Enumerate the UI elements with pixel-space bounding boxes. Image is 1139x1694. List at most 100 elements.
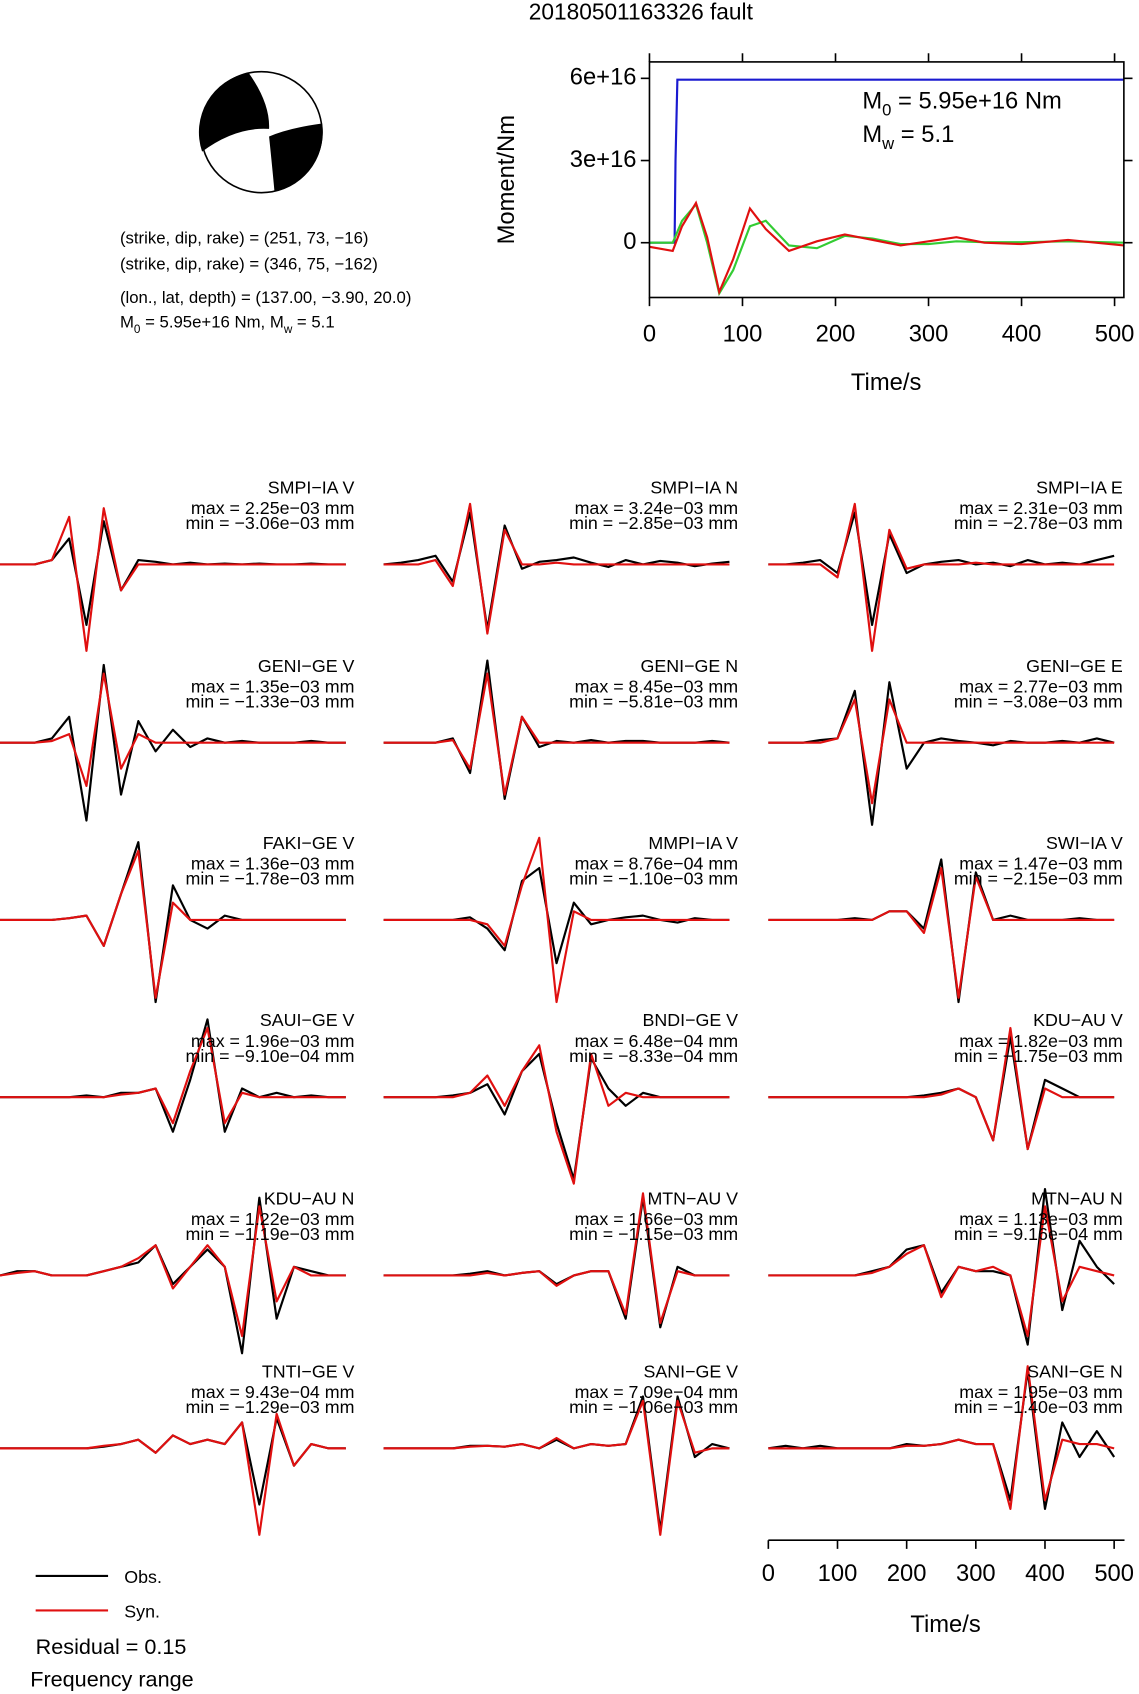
text-part: M xyxy=(862,121,882,148)
synthetic-trace xyxy=(768,502,1115,652)
station-label: MMPI−IA V xyxy=(648,833,738,853)
synthetic-trace xyxy=(383,1192,730,1325)
max-label: max = 1.95e−03 mm xyxy=(959,1382,1123,1402)
min-label: min = −2.15e−03 mm xyxy=(954,869,1123,889)
text-part: M xyxy=(862,87,882,114)
y-axis-label: Moment/Nm xyxy=(493,115,520,244)
max-label: max = 1.35e−03 mm xyxy=(191,676,355,696)
x-axis-label: Time/s xyxy=(910,1611,981,1638)
min-label: min = −9.16e−04 mm xyxy=(954,1224,1123,1244)
min-label: min = −1.29e−03 mm xyxy=(185,1397,354,1417)
residual-label: Residual = 0.15 xyxy=(36,1634,187,1659)
figure-title: 20180501163326 fault xyxy=(529,0,754,24)
rich-text: Mw = 5.1 xyxy=(862,121,954,153)
legend-label: Obs. xyxy=(124,1567,162,1587)
synthetic-trace xyxy=(0,849,346,999)
frequency-label: Frequency range xyxy=(30,1666,193,1691)
max-label: max = 1.47e−03 mm xyxy=(959,854,1123,874)
synthetic-trace xyxy=(383,672,730,796)
y-tick-label: 0 xyxy=(623,228,636,255)
text-part: = 5.95e+16 Nm, M xyxy=(140,313,283,332)
max-label: max = 2.77e−03 mm xyxy=(959,676,1123,696)
max-label: max = 1.13e−03 mm xyxy=(959,1209,1123,1229)
x-tick-label: 100 xyxy=(723,321,763,348)
min-label: min = −1.78e−03 mm xyxy=(185,869,354,889)
synthetic-trace xyxy=(0,507,346,652)
x-tick-label: 300 xyxy=(956,1560,996,1587)
text-part: = 5.95e+16 Nm xyxy=(891,87,1061,114)
station-label: SMPI−IA V xyxy=(268,477,355,497)
max-label: max = 9.43e−04 mm xyxy=(191,1382,355,1402)
min-label: min = −1.40e−03 mm xyxy=(954,1397,1123,1417)
synthetic-trace xyxy=(0,1412,346,1536)
observed-trace xyxy=(383,511,730,631)
station-label: KDU−AU N xyxy=(264,1189,355,1209)
min-label: min = −1.06e−03 mm xyxy=(569,1397,738,1417)
synthetic-trace xyxy=(0,672,346,788)
station-label: GENI−GE E xyxy=(1026,656,1123,676)
station-label: GENI−GE N xyxy=(640,656,738,676)
synthetic-trace xyxy=(383,836,730,1004)
max-label: max = 1.22e−03 mm xyxy=(191,1209,355,1229)
synthetic-trace xyxy=(0,1205,346,1338)
station-label: MTN−AU N xyxy=(1031,1189,1123,1209)
max-label: max = 2.25e−03 mm xyxy=(191,498,355,518)
min-label: min = −2.78e−03 mm xyxy=(954,513,1123,533)
station-label: MTN−AU V xyxy=(647,1189,738,1209)
min-label: min = −2.85e−03 mm xyxy=(569,513,738,533)
x-tick-label: 400 xyxy=(1002,321,1042,348)
station-label: BNDI−GE V xyxy=(642,1010,738,1030)
legend-label: Syn. xyxy=(124,1601,160,1621)
subscript: 0 xyxy=(134,323,141,336)
max-label: max = 1.96e−03 mm xyxy=(191,1031,355,1051)
max-label: max = 1.36e−03 mm xyxy=(191,854,355,874)
min-label: min = −1.15e−03 mm xyxy=(569,1224,738,1244)
min-label: min = −1.10e−03 mm xyxy=(569,869,738,889)
synthetic-trace xyxy=(768,1365,1115,1510)
mechanism-line: (lon., lat, depth) = (137.00, −3.90, 20.… xyxy=(120,288,411,307)
synthetic-trace xyxy=(0,1026,346,1125)
synthetic-trace xyxy=(383,1044,730,1185)
station-label: SWI−IA V xyxy=(1046,833,1123,853)
min-label: min = −9.10e−04 mm xyxy=(185,1046,354,1066)
station-label: SANI−GE V xyxy=(643,1361,738,1381)
text-part: = 5.1 xyxy=(292,313,334,332)
y-tick-label: 3e+16 xyxy=(570,146,637,173)
subscript: w xyxy=(283,323,293,336)
x-tick-label: 200 xyxy=(887,1560,927,1587)
beachball-lobe xyxy=(198,72,270,152)
x-tick-label: 200 xyxy=(816,321,856,348)
max-label: max = 7.09e−04 mm xyxy=(575,1382,739,1402)
station-label: SANI−GE N xyxy=(1027,1361,1123,1381)
observed-trace xyxy=(768,681,1115,826)
max-label: max = 1.82e−03 mm xyxy=(959,1031,1123,1051)
max-label: max = 8.45e−03 mm xyxy=(575,676,739,696)
max-label: max = 1.66e−03 mm xyxy=(575,1209,739,1229)
min-label: min = −1.33e−03 mm xyxy=(185,691,354,711)
x-tick-label: 300 xyxy=(909,321,949,348)
synthetic-trace xyxy=(383,1399,730,1536)
observed-trace xyxy=(768,511,1115,627)
synthetic-trace xyxy=(768,1026,1115,1151)
x-tick-label: 400 xyxy=(1025,1560,1065,1587)
station-label: KDU−AU V xyxy=(1033,1010,1123,1030)
x-tick-label: 0 xyxy=(643,321,656,348)
x-tick-label: 100 xyxy=(818,1560,858,1587)
station-label: GENI−GE V xyxy=(258,656,355,676)
